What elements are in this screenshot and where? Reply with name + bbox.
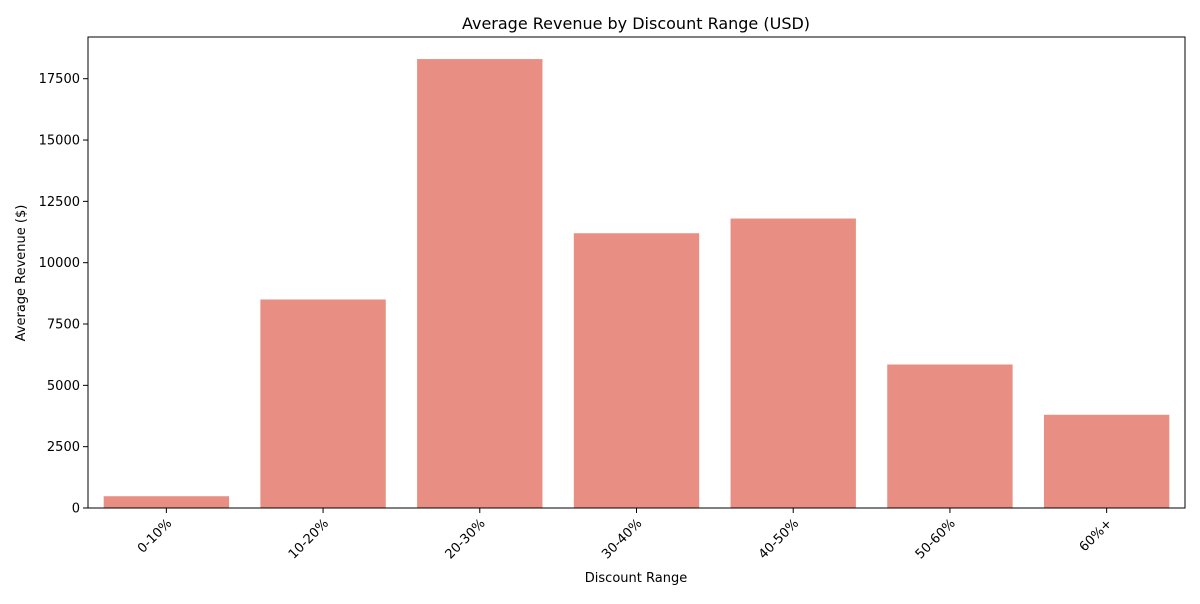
y-tick-label: 5000 bbox=[47, 379, 80, 394]
bar-30-40% bbox=[573, 233, 700, 508]
y-tick-label: 17500 bbox=[39, 72, 80, 87]
x-tick-label: 60%+ bbox=[1077, 516, 1116, 555]
plot-frame bbox=[87, 36, 1186, 509]
chart-title: Average Revenue by Discount Range (USD) bbox=[462, 14, 810, 33]
x-tick-label: 40-50% bbox=[756, 516, 802, 562]
x-axis-title: Discount Range bbox=[585, 571, 687, 586]
x-axis-ticks: 0-10% 10-20% 20-30% 30-40% 40-50% 50-60% 60%+ bbox=[135, 508, 1115, 562]
y-tick-label: 12500 bbox=[39, 195, 80, 210]
x-tick-label: 0-10% bbox=[135, 516, 175, 556]
bars-group bbox=[103, 59, 1170, 508]
bar-50-60% bbox=[887, 364, 1013, 508]
y-tick-label: 7500 bbox=[47, 318, 80, 333]
x-tick-label: 20-30% bbox=[443, 516, 489, 562]
y-tick-label: 10000 bbox=[39, 256, 80, 271]
x-tick-label: 10-20% bbox=[286, 516, 332, 562]
y-axis-ticks: 0 2500 5000 7500 10000 12500 15000 17500 bbox=[39, 72, 88, 517]
bar-60%+ bbox=[1043, 414, 1170, 508]
bar-40-50% bbox=[730, 218, 856, 508]
bar-20-30% bbox=[417, 59, 543, 508]
x-tick-label: 30-40% bbox=[599, 516, 645, 562]
bar-10-20% bbox=[260, 299, 386, 508]
y-axis-title: Average Revenue ($) bbox=[14, 205, 29, 342]
x-tick-label: 50-60% bbox=[913, 516, 959, 562]
y-tick-label: 0 bbox=[72, 502, 80, 517]
y-tick-label: 2500 bbox=[47, 440, 80, 455]
bar-0-10% bbox=[103, 496, 230, 508]
y-tick-label: 15000 bbox=[39, 134, 80, 149]
